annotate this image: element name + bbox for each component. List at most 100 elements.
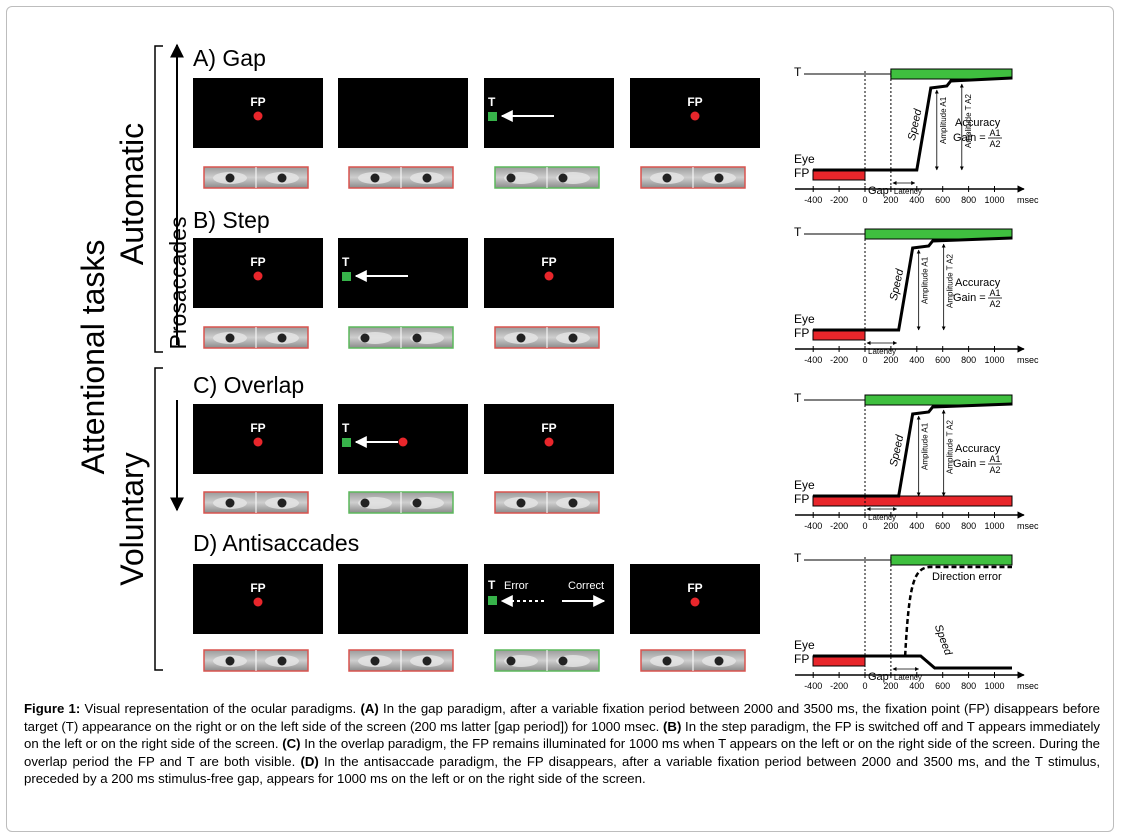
target-square [488, 596, 497, 605]
target-bar [890, 68, 1013, 80]
gap-label: Gap [868, 671, 889, 683]
x-unit-label: msec [1017, 195, 1039, 205]
fixation-point [253, 111, 263, 121]
caption-c-text: In the overlap paradigm, the FP remains … [24, 736, 1101, 769]
fixation-point [690, 597, 700, 607]
panel-a-title: A) Gap [193, 45, 266, 71]
caption-a-text: In the gap paradigm, after a variable fi… [24, 701, 1101, 734]
eye-photo [203, 491, 309, 514]
figure-diagram: Attentional tasks Automatic Voluntary Pr… [75, 43, 1039, 691]
target-square [342, 438, 351, 447]
x-tick-label: -200 [830, 681, 848, 691]
panel-d-title: D) Antisaccades [193, 530, 359, 556]
gain-label: Gain = [953, 292, 986, 304]
x-tick-label: 1000 [984, 681, 1004, 691]
graph-fp-label: FP [794, 326, 809, 340]
x-tick-label: 200 [883, 195, 898, 205]
t-label: T [488, 578, 496, 592]
x-tick-label: 1000 [984, 521, 1004, 531]
fixation-point [690, 111, 700, 121]
eye-trace [813, 236, 1013, 332]
eye-photo [203, 166, 309, 189]
x-tick-label: 0 [862, 521, 867, 531]
figure-frame [6, 6, 1114, 832]
x-tick-label: -400 [804, 681, 822, 691]
graph-eye-label: Eye [794, 638, 815, 652]
target-bar [890, 554, 1013, 566]
fixation-point [544, 271, 554, 281]
fp-label: FP [250, 95, 265, 109]
x-tick-label: 400 [909, 681, 924, 691]
fixation-point [253, 597, 263, 607]
x-tick-label: 1000 [984, 355, 1004, 365]
panel-c-title: C) Overlap [193, 372, 304, 398]
x-tick-label: 800 [961, 195, 976, 205]
speed-label: Speed [932, 623, 954, 658]
gain-label: Gain = [953, 132, 986, 144]
t-label: T [488, 95, 496, 109]
eye-trace [813, 76, 1013, 172]
fixation-point [253, 437, 263, 447]
fixation-bar [812, 495, 1013, 507]
fixation-point [544, 437, 554, 447]
stimulus-screens: FP T FP FP T FP FP T FP FP T Error Correct FP [193, 78, 760, 634]
graph-t-label: T [794, 225, 802, 239]
eye-photo [348, 491, 454, 514]
fp-label: FP [687, 95, 702, 109]
caption-figure-label: Figure 1: [24, 701, 81, 716]
stimulus-screen: T Error Correct [484, 564, 614, 634]
target-square [488, 112, 497, 121]
fixation-point [398, 437, 408, 447]
stimulus-screen: FP [193, 238, 323, 308]
eye-photo [203, 326, 309, 349]
x-tick-label: -400 [804, 355, 822, 365]
stimulus-screen: T [484, 78, 614, 148]
graph-t-label: T [794, 391, 802, 405]
fp-label: FP [250, 581, 265, 595]
amplitude-ta2-label: Amplitude T A2 [946, 253, 955, 308]
amplitude-ta2-label: Amplitude T A2 [964, 93, 973, 148]
target-bar [864, 228, 1013, 240]
stimulus-screen: T [338, 404, 468, 474]
graph-t-label: T [794, 65, 802, 79]
fp-label: FP [687, 581, 702, 595]
x-tick-label: -200 [830, 355, 848, 365]
stimulus-screen: T [338, 238, 468, 308]
accuracy-label: Accuracy [955, 277, 1001, 289]
graph-t-label: T [794, 551, 802, 565]
eye-photo [640, 166, 746, 189]
caption-d-text: In the antisaccade paradigm, the FP disa… [24, 753, 1100, 787]
x-tick-label: -400 [804, 521, 822, 531]
fixation-point [253, 271, 263, 281]
fp-label: FP [541, 421, 556, 435]
x-tick-label: 400 [909, 521, 924, 531]
eye-photo [348, 166, 454, 189]
gap-label: Gap [868, 185, 889, 197]
x-tick-label: 0 [862, 355, 867, 365]
eye-trace [813, 402, 1013, 498]
screen-background [338, 238, 468, 308]
x-tick-label: -200 [830, 195, 848, 205]
stimulus-screen: FP [484, 238, 614, 308]
eye-photo [494, 649, 600, 672]
x-tick-label: 200 [883, 521, 898, 531]
eye-photo [348, 326, 454, 349]
automatic-bracket [154, 45, 163, 353]
x-tick-label: 0 [862, 681, 867, 691]
screen-background [484, 564, 614, 634]
stimulus-screen [338, 78, 468, 148]
eye-photo [494, 166, 600, 189]
eye-photos [203, 166, 746, 672]
latency-label: Latency [894, 187, 922, 196]
graph-fp-label: FP [794, 166, 809, 180]
fp-label: FP [250, 255, 265, 269]
stimulus-screen [338, 564, 468, 634]
t-label: T [342, 255, 350, 269]
latency-label: Latency [868, 513, 896, 522]
stimulus-screen: FP [193, 78, 323, 148]
stimulus-screen: FP [193, 404, 323, 474]
voluntary-label: Voluntary [114, 452, 150, 585]
graph-eye-label: Eye [794, 312, 815, 326]
